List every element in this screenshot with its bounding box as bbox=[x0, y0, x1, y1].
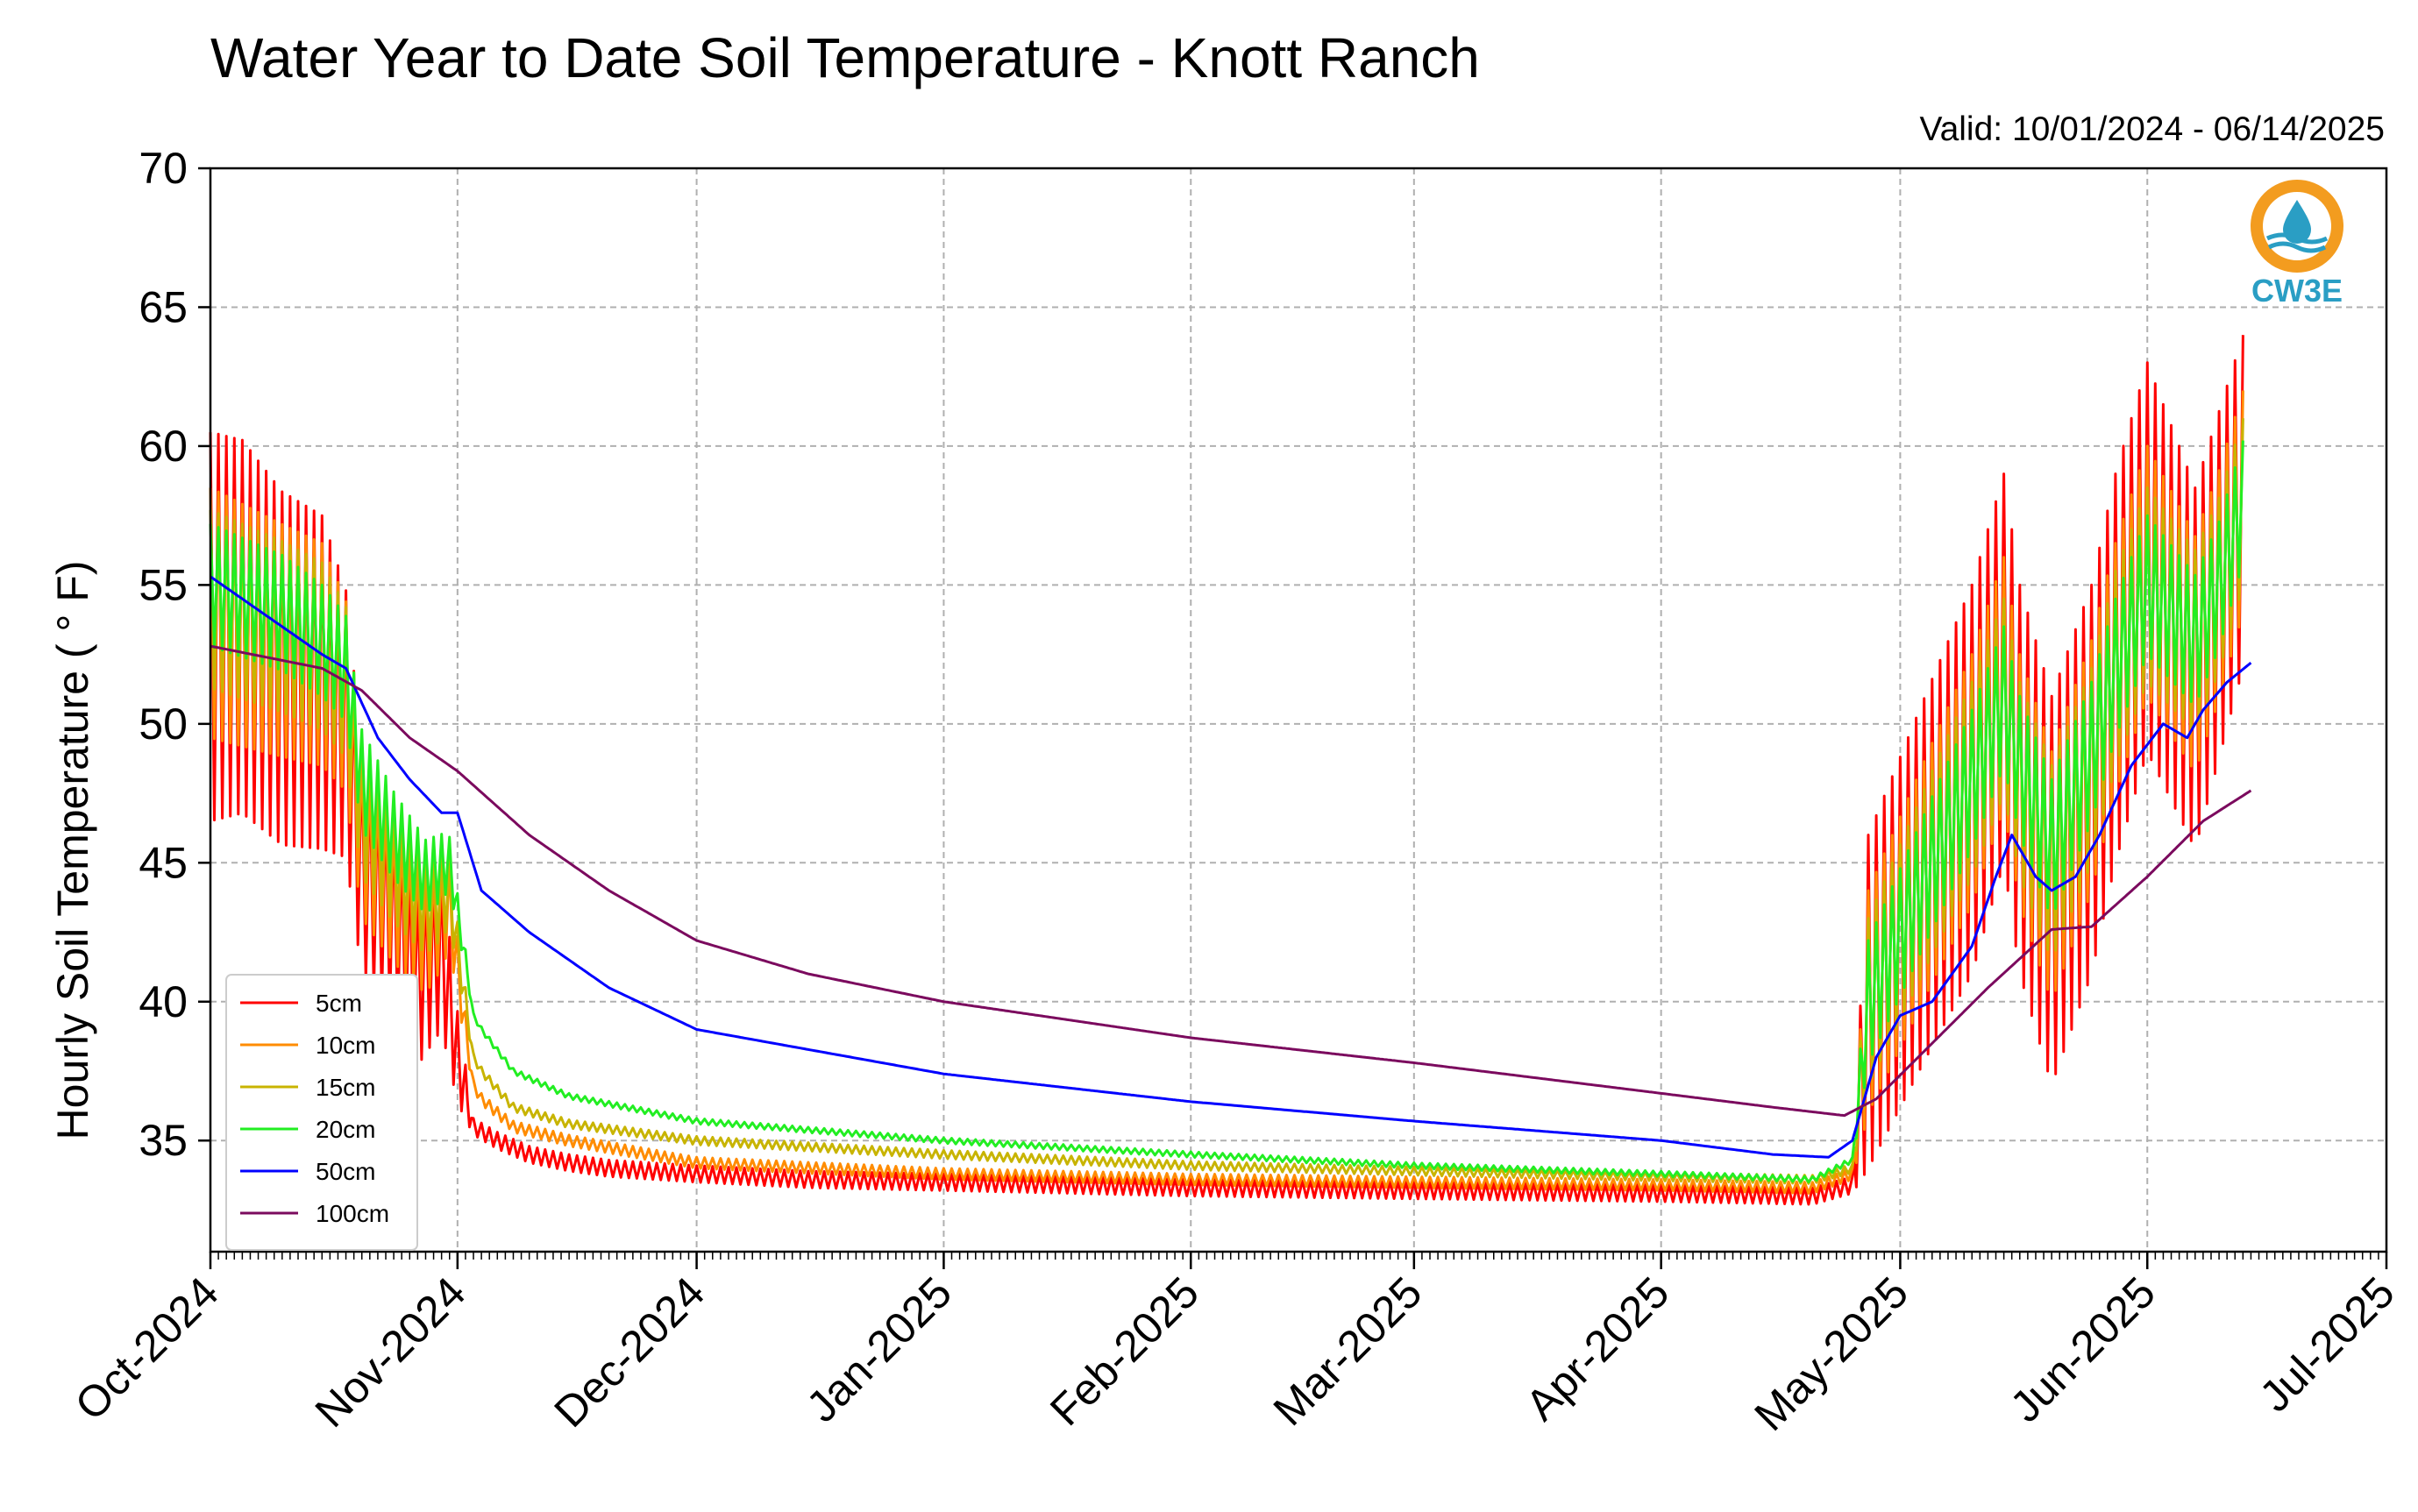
y-tick-label: 60 bbox=[139, 422, 188, 471]
series-line-15cm bbox=[209, 418, 2244, 1185]
series-line-5cm bbox=[209, 335, 2244, 1206]
legend-label: 20cm bbox=[316, 1116, 375, 1143]
x-tick-label: Dec-2024 bbox=[544, 1267, 714, 1437]
droplet-icon bbox=[2283, 200, 2311, 244]
y-tick-label: 55 bbox=[139, 560, 188, 609]
legend-label: 5cm bbox=[316, 990, 362, 1017]
y-tick-label: 35 bbox=[139, 1116, 188, 1165]
x-tick-label: Oct-2024 bbox=[66, 1267, 228, 1430]
plot-frame bbox=[209, 167, 2388, 1253]
legend: 5cm 10cm 15cm 20cm 50cm 100cm bbox=[225, 974, 418, 1251]
legend-label: 15cm bbox=[316, 1074, 375, 1101]
chart-title: Water Year to Date Soil Temperature - Kn… bbox=[210, 26, 1480, 89]
y-tick-label: 65 bbox=[139, 282, 188, 331]
y-axis-label: Hourly Soil Temperature ( ° F) bbox=[48, 561, 97, 1140]
y-tick-label: 50 bbox=[139, 699, 188, 749]
series-line-20cm bbox=[209, 440, 2244, 1184]
x-tick-label: Jul-2025 bbox=[2251, 1267, 2404, 1421]
logo-label: CW3E bbox=[2251, 273, 2343, 309]
legend-label: 50cm bbox=[316, 1158, 375, 1185]
y-tick-label: 70 bbox=[139, 144, 188, 193]
series-line-50cm bbox=[210, 575, 2252, 1159]
x-tick-label: Nov-2024 bbox=[306, 1267, 475, 1437]
x-tick-label: Feb-2025 bbox=[1041, 1267, 1208, 1435]
legend-label: 100cm bbox=[316, 1200, 389, 1227]
legend-label: 10cm bbox=[316, 1032, 375, 1059]
logo-ring bbox=[2251, 180, 2343, 273]
x-tick-label: Mar-2025 bbox=[1264, 1267, 1432, 1435]
cw3e-logo: CW3E bbox=[2251, 180, 2343, 309]
series-line-100cm bbox=[210, 644, 2252, 1118]
series-layer bbox=[209, 335, 2252, 1206]
x-tick-label: May-2025 bbox=[1745, 1267, 1917, 1440]
chart-subtitle: Valid: 10/01/2024 - 06/14/2025 bbox=[1919, 110, 2385, 148]
y-tick-label: 40 bbox=[139, 977, 188, 1026]
series-line-10cm bbox=[209, 390, 2244, 1195]
y-tick-label: 45 bbox=[139, 838, 188, 887]
x-tick-label: Jun-2025 bbox=[2001, 1267, 2165, 1431]
x-tick-label: Jan-2025 bbox=[797, 1267, 961, 1431]
x-tick-label: Apr-2025 bbox=[1516, 1267, 1678, 1430]
grid-layer bbox=[210, 167, 2387, 1252]
